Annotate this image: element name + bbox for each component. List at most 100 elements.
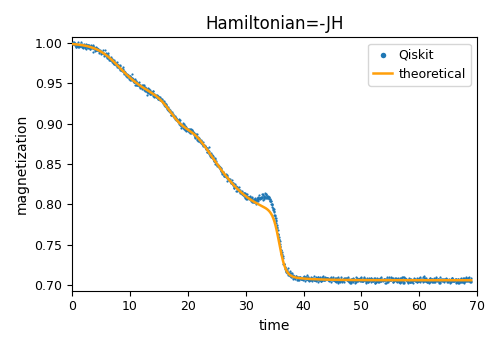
Qiskit: [439, 278, 447, 284]
Qiskit: [310, 277, 318, 283]
Qiskit: [214, 163, 222, 169]
Qiskit: [400, 274, 408, 279]
Qiskit: [284, 266, 292, 271]
Qiskit: [401, 277, 409, 282]
Qiskit: [320, 274, 328, 280]
Qiskit: [191, 134, 199, 140]
Qiskit: [260, 192, 268, 197]
Qiskit: [179, 124, 187, 130]
Qiskit: [192, 133, 200, 139]
Qiskit: [366, 278, 374, 283]
Qiskit: [107, 57, 115, 63]
Qiskit: [280, 262, 288, 267]
Qiskit: [456, 277, 464, 283]
Qiskit: [76, 43, 84, 48]
Qiskit: [144, 88, 152, 94]
Qiskit: [216, 166, 224, 172]
Qiskit: [196, 140, 204, 145]
Qiskit: [438, 278, 446, 283]
Qiskit: [130, 77, 138, 82]
Qiskit: [118, 66, 126, 72]
Qiskit: [248, 197, 256, 202]
Qiskit: [206, 152, 214, 157]
Qiskit: [84, 42, 92, 48]
Qiskit: [330, 276, 338, 281]
Qiskit: [348, 276, 356, 282]
Qiskit: [346, 278, 354, 284]
Qiskit: [297, 275, 305, 281]
Qiskit: [296, 274, 304, 280]
Qiskit: [326, 277, 334, 283]
Qiskit: [136, 84, 144, 89]
Qiskit: [364, 276, 372, 282]
Qiskit: [320, 276, 328, 282]
Qiskit: [122, 70, 130, 76]
Qiskit: [342, 276, 349, 282]
Qiskit: [197, 137, 205, 143]
Qiskit: [367, 280, 375, 285]
Qiskit: [142, 84, 150, 90]
Qiskit: [452, 276, 460, 282]
Qiskit: [426, 277, 434, 283]
Qiskit: [256, 196, 264, 201]
Qiskit: [250, 199, 258, 205]
Qiskit: [356, 278, 364, 284]
Qiskit: [310, 277, 318, 283]
Qiskit: [197, 140, 205, 146]
Qiskit: [309, 276, 317, 281]
Qiskit: [360, 277, 368, 283]
Qiskit: [98, 50, 106, 56]
Qiskit: [464, 276, 471, 281]
Qiskit: [294, 275, 302, 280]
Qiskit: [354, 275, 362, 281]
Qiskit: [170, 113, 178, 119]
Qiskit: [272, 222, 280, 228]
Qiskit: [202, 143, 209, 149]
Qiskit: [90, 45, 98, 51]
Qiskit: [154, 94, 162, 99]
Qiskit: [154, 93, 162, 98]
Qiskit: [184, 127, 192, 133]
Qiskit: [179, 122, 187, 127]
Qiskit: [286, 274, 294, 279]
Qiskit: [166, 109, 174, 114]
Qiskit: [446, 280, 454, 285]
Qiskit: [186, 130, 194, 136]
Qiskit: [327, 276, 335, 282]
Qiskit: [232, 183, 240, 189]
Qiskit: [422, 279, 430, 284]
Qiskit: [112, 62, 120, 68]
Title: Hamiltonian=-JH: Hamiltonian=-JH: [206, 15, 344, 33]
Qiskit: [152, 92, 160, 97]
Qiskit: [278, 253, 286, 259]
Qiskit: [229, 182, 237, 188]
Qiskit: [195, 138, 203, 144]
Qiskit: [226, 179, 234, 185]
Qiskit: [340, 276, 348, 281]
Qiskit: [82, 44, 90, 49]
Qiskit: [244, 195, 252, 200]
Qiskit: [285, 272, 293, 278]
Qiskit: [316, 278, 324, 283]
Qiskit: [377, 274, 385, 280]
Qiskit: [355, 277, 363, 282]
Qiskit: [336, 279, 344, 285]
Qiskit: [202, 146, 210, 152]
Qiskit: [240, 193, 248, 199]
Qiskit: [348, 279, 356, 284]
Qiskit: [116, 64, 124, 69]
Qiskit: [169, 113, 177, 118]
Qiskit: [158, 100, 166, 105]
Qiskit: [192, 132, 200, 137]
Qiskit: [330, 277, 338, 282]
Qiskit: [204, 148, 212, 154]
Qiskit: [292, 274, 300, 279]
Qiskit: [368, 277, 376, 283]
Qiskit: [134, 83, 142, 88]
Qiskit: [226, 178, 234, 183]
Qiskit: [250, 199, 258, 205]
Qiskit: [282, 267, 290, 272]
Qiskit: [386, 277, 394, 282]
Qiskit: [260, 195, 268, 201]
Qiskit: [420, 274, 428, 279]
